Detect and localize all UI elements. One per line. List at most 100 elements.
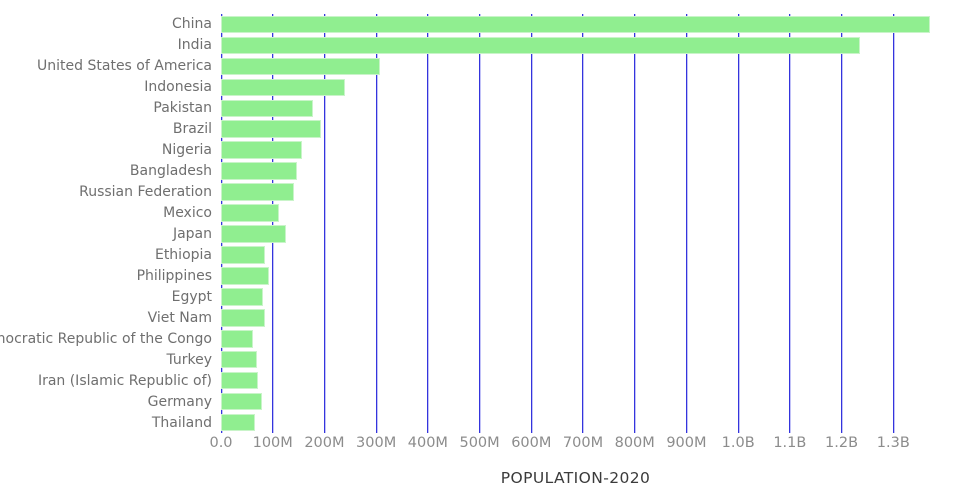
bars-container xyxy=(221,14,930,433)
category-label-row: Thailand xyxy=(0,412,212,433)
category-label-row: Iran (Islamic Republic of) xyxy=(0,370,212,391)
x-tick-label-1.0b: 1.0B xyxy=(721,435,755,451)
category-label-row: China xyxy=(0,14,212,35)
x-tick-label-1.3b: 1.3B xyxy=(876,435,910,451)
gridline-1.3b xyxy=(892,14,894,433)
bar-row-russian-federation xyxy=(221,182,930,203)
bar-row-turkey xyxy=(221,349,930,370)
bar-row-brazil xyxy=(221,119,930,140)
x-axis-title: POPULATION-2020 xyxy=(500,469,651,487)
bar-united-states-of-america xyxy=(221,57,381,76)
category-label-row: Russian Federation xyxy=(0,182,212,203)
gridline-800m xyxy=(634,14,636,433)
bar-row-pakistan xyxy=(221,98,930,119)
bar-india xyxy=(221,36,861,55)
bar-democratic-republic-of-the-congo xyxy=(221,330,254,348)
plot-area xyxy=(220,14,930,433)
category-label-row: India xyxy=(0,35,212,56)
category-label-row: Brazil xyxy=(0,119,212,140)
bar-thailand xyxy=(221,413,255,432)
category-label-row: Mexico xyxy=(0,203,212,224)
x-tick-label-100m: 100M xyxy=(252,435,293,451)
gridline-900m xyxy=(685,14,687,433)
category-label-row: Philippines xyxy=(0,265,212,286)
bar-row-ethiopia xyxy=(221,244,930,265)
bar-mexico xyxy=(221,204,279,222)
category-label-brazil: Brazil xyxy=(172,121,212,138)
category-label-india: India xyxy=(177,37,212,54)
gridline-600m xyxy=(530,14,532,433)
x-tick-label-900m: 900M xyxy=(666,435,707,451)
bar-ethiopia xyxy=(221,246,266,264)
category-label-row: Bangladesh xyxy=(0,161,212,182)
gridline-100m xyxy=(272,14,274,433)
category-label-viet-nam: Viet Nam xyxy=(147,309,212,326)
category-label-row: Turkey xyxy=(0,349,212,370)
category-label-row: Ethiopia xyxy=(0,244,212,265)
bar-bangladesh xyxy=(221,162,297,180)
category-label-row: Pakistan xyxy=(0,98,212,119)
category-label-iran-islamic-republic-of: Iran (Islamic Republic of) xyxy=(37,372,212,389)
x-tick-label-700m: 700M xyxy=(562,435,604,451)
gridline-1.2b xyxy=(841,14,843,433)
category-label-russian-federation: Russian Federation xyxy=(79,184,212,201)
bar-indonesia xyxy=(221,78,346,97)
category-label-united-states-of-america: United States of America xyxy=(37,58,212,75)
category-label-thailand: Thailand xyxy=(151,414,212,431)
category-label-bangladesh: Bangladesh xyxy=(129,163,212,180)
category-label-row: Egypt xyxy=(0,286,212,307)
bar-russian-federation xyxy=(221,183,295,201)
category-label-egypt: Egypt xyxy=(171,288,212,305)
bar-row-indonesia xyxy=(221,77,930,98)
category-label-indonesia: Indonesia xyxy=(144,79,212,96)
gridline-400m xyxy=(427,14,429,433)
category-label-row: Viet Nam xyxy=(0,307,212,328)
bar-nigeria xyxy=(221,141,303,159)
bar-pakistan xyxy=(221,99,313,118)
category-label-row: Japan xyxy=(0,224,212,245)
bar-row-japan xyxy=(221,224,930,245)
gridline-1.0b xyxy=(737,14,739,433)
bar-row-india xyxy=(221,35,930,56)
bar-row-germany xyxy=(221,391,930,412)
bar-row-mexico xyxy=(221,203,930,224)
gridline-500m xyxy=(479,14,481,433)
x-tick-label-800m: 800M xyxy=(614,435,655,451)
category-label-row: Germany xyxy=(0,391,212,412)
gridline-200m xyxy=(323,14,325,433)
category-label-japan: Japan xyxy=(172,226,212,242)
x-tick-label-300m: 300M xyxy=(356,435,397,451)
x-tick-label-1.1b: 1.1B xyxy=(773,435,807,451)
gridline-1.1b xyxy=(789,14,791,433)
x-tick-label-500m: 500M xyxy=(459,435,500,451)
bar-row-bangladesh xyxy=(221,161,930,182)
category-label-row: United States of America xyxy=(0,56,212,77)
category-label-philippines: Philippines xyxy=(136,267,212,284)
bar-philippines xyxy=(221,267,269,285)
bar-row-thailand xyxy=(221,412,930,433)
bar-brazil xyxy=(221,120,321,138)
x-tick-label-400m: 400M xyxy=(407,435,448,451)
bar-row-democratic-republic-of-the-congo xyxy=(221,328,930,349)
bar-china xyxy=(221,15,930,34)
category-label-pakistan: Pakistan xyxy=(153,100,212,117)
category-label-germany: Germany xyxy=(147,393,212,410)
category-label-mexico: Mexico xyxy=(163,205,212,222)
category-label-nigeria: Nigeria xyxy=(161,142,212,159)
x-tick-label-1.2b: 1.2B xyxy=(825,435,859,451)
bar-row-egypt xyxy=(221,286,930,307)
gridline-0.0 xyxy=(220,14,222,433)
bar-row-iran-islamic-republic-of xyxy=(221,370,930,391)
category-label-turkey: Turkey xyxy=(166,351,212,368)
bar-row-china xyxy=(221,14,930,35)
bar-germany xyxy=(221,392,263,411)
bar-turkey xyxy=(221,350,258,369)
category-label-row: Nigeria xyxy=(0,140,212,161)
bar-iran-islamic-republic-of xyxy=(221,371,259,390)
bar-row-nigeria xyxy=(221,140,930,161)
gridline-300m xyxy=(375,14,377,433)
category-label-row: Democratic Republic of the Congo xyxy=(0,328,212,349)
category-label-democratic-republic-of-the-congo: Democratic Republic of the Congo xyxy=(0,330,212,347)
bar-row-united-states-of-america xyxy=(221,56,930,77)
